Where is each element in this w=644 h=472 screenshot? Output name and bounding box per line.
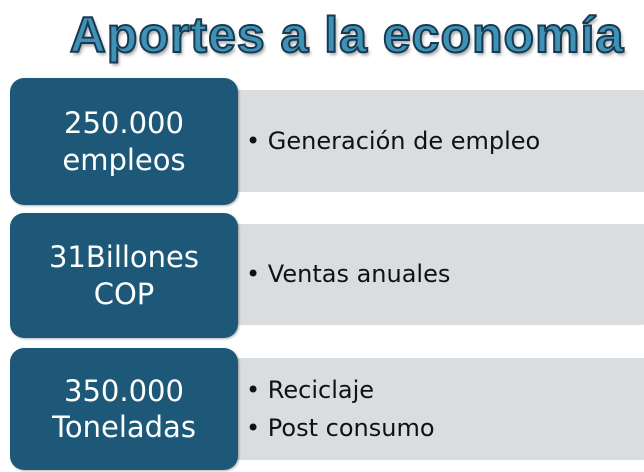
bullet: Generación de empleo [246, 122, 644, 160]
bullet-list: ReciclajePost consumo [246, 358, 644, 460]
figure-box: 350.000 Toneladas [10, 348, 238, 470]
row: 31BillonesCOPVentas anuales [0, 213, 644, 338]
bullet: Ventas anuales [246, 255, 644, 293]
figure-line: 350.000 [64, 373, 184, 408]
figure-line: COP [93, 276, 155, 311]
figure-box: 250.000 empleos [10, 78, 238, 205]
row: 350.000ToneladasReciclajePost consumo [0, 348, 644, 470]
bullet: Reciclaje [246, 371, 644, 409]
bullet-list: Generación de empleo [246, 90, 644, 192]
figure-line: Toneladas [52, 410, 196, 444]
figure-line: empleos [62, 142, 186, 177]
row: 250.000empleosGeneración de empleo [0, 78, 644, 205]
figure-box: 31Billones COP [10, 213, 238, 338]
title: Aportes a la economía [69, 6, 625, 64]
figure-line: 31Billones [48, 240, 200, 275]
bullet: Post consumo [246, 409, 644, 447]
bullet-list: Ventas anuales [246, 224, 644, 325]
figure-line: 250.000 [64, 106, 184, 141]
